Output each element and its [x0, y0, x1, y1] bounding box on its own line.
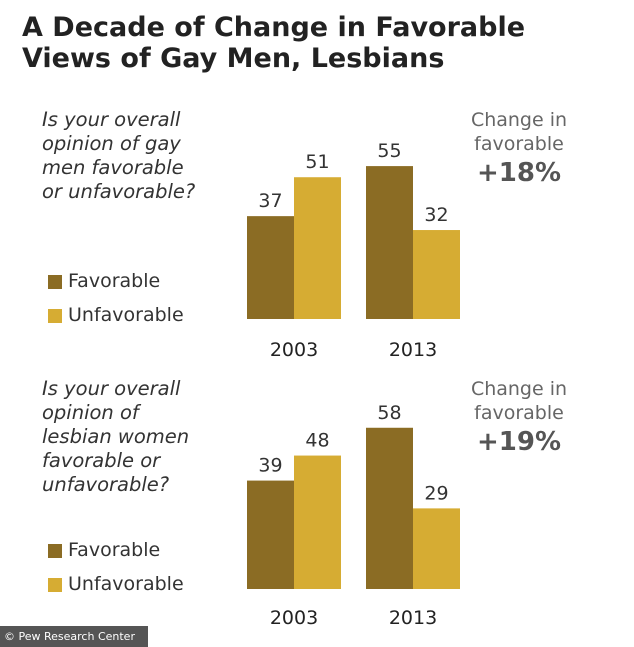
chart-title-line-2: Views of Gay Men, Lesbians: [22, 43, 445, 74]
question-line: opinion of gay: [42, 132, 181, 155]
data-label-unfavorable-2003: 51: [305, 151, 329, 173]
chart-title: A Decade of Change in Favorable Views of…: [22, 12, 622, 74]
bar-favorable-2003: [247, 216, 294, 319]
change-label: Change in: [470, 109, 568, 131]
change-label: favorable: [474, 133, 564, 155]
question-line: unfavorable?: [42, 473, 170, 496]
question-line: or unfavorable?: [42, 180, 196, 203]
legend-swatch-unfavorable: [48, 309, 62, 323]
legend-label-favorable: Favorable: [68, 270, 161, 292]
question-line: men favorable: [42, 156, 184, 179]
data-label-favorable-2013: 55: [377, 140, 401, 162]
x-tick-label-2003: 2003: [270, 339, 318, 361]
legend-swatch-favorable: [48, 544, 62, 558]
data-label-favorable-2013: 58: [377, 402, 401, 424]
legend-label-unfavorable: Unfavorable: [68, 304, 184, 326]
x-tick-label-2003: 2003: [270, 607, 318, 629]
question-line: favorable or: [42, 449, 161, 472]
legend-swatch-favorable: [48, 275, 62, 289]
change-label: Change in: [470, 378, 568, 400]
bar-favorable-2013: [366, 427, 413, 589]
question-lesbian-women: Is your overall opinion of lesbian women…: [42, 377, 227, 497]
question-gay-men: Is your overall opinion of gay men favor…: [42, 108, 227, 204]
x-tick-label-2013: 2013: [389, 339, 437, 361]
data-label-favorable-2003: 39: [258, 455, 282, 477]
bar-unfavorable-2013: [413, 508, 460, 589]
change-value: +19%: [476, 427, 562, 457]
chart-title-line-1: A Decade of Change in Favorable: [22, 12, 526, 43]
legend-label-unfavorable: Unfavorable: [68, 573, 184, 595]
data-label-unfavorable-2003: 48: [305, 430, 329, 452]
bar-unfavorable-2013: [413, 230, 460, 319]
data-label-unfavorable-2013: 32: [424, 204, 448, 226]
change-gay-men: Change in favorable +18%: [455, 108, 583, 190]
legend-label-favorable: Favorable: [68, 539, 161, 561]
question-line: Is your overall: [42, 108, 181, 131]
question-line: Is your overall: [42, 377, 181, 400]
data-label-unfavorable-2013: 29: [424, 482, 448, 504]
question-line: opinion of: [42, 401, 139, 424]
change-label: favorable: [474, 402, 564, 424]
bar-favorable-2003: [247, 480, 294, 589]
source-credit: © Pew Research Center: [0, 626, 148, 647]
bar-unfavorable-2003: [294, 177, 341, 319]
change-value: +18%: [476, 158, 562, 188]
data-label-favorable-2003: 37: [258, 190, 282, 212]
bar-unfavorable-2003: [294, 455, 341, 589]
legend-swatch-unfavorable: [48, 578, 62, 592]
question-line: lesbian women: [42, 425, 190, 448]
x-tick-label-2013: 2013: [389, 607, 437, 629]
change-lesbian-women: Change in favorable +19%: [455, 377, 583, 459]
bar-favorable-2013: [366, 166, 413, 319]
